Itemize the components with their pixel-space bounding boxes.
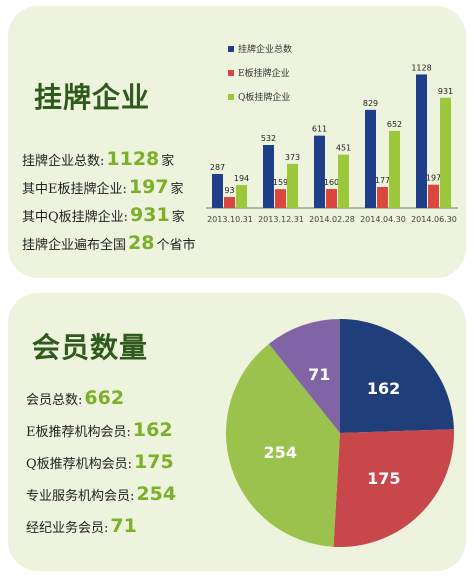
members-heading: 会员数量 — [32, 331, 149, 364]
data-label: 197 — [426, 174, 441, 183]
data-label: 177 — [375, 176, 390, 185]
legend-swatch — [228, 94, 234, 100]
data-label: 160 — [324, 178, 339, 187]
x-tick-label: 2014.06.30 — [411, 215, 457, 224]
bar — [440, 97, 451, 208]
stat-label: E板推荐机构会员: — [26, 425, 131, 440]
slice-label: 71 — [308, 365, 330, 384]
data-label: 829 — [363, 99, 378, 108]
data-label: 931 — [438, 87, 453, 96]
stat-label: 其中Q板挂牌企业: — [22, 210, 129, 225]
data-label: 287 — [210, 163, 225, 172]
stat-value: 931 — [130, 204, 170, 226]
stat-service-members: 专业服务机构会员: 254 — [26, 483, 178, 505]
stat-label: 经纪业务会员: — [26, 521, 109, 536]
bar — [416, 74, 427, 209]
bar — [428, 184, 439, 208]
stat-value: 197 — [128, 176, 169, 198]
data-label: 1128 — [411, 63, 431, 72]
bar — [389, 130, 400, 208]
stat-value: 71 — [110, 515, 137, 537]
members-pie-chart: 162 175 254 71 — [226, 319, 454, 547]
bar — [314, 135, 325, 208]
stat-q-board-listed: 其中Q板挂牌企业: 931 家 — [22, 204, 185, 226]
legend-label: 挂牌企业总数 — [238, 43, 292, 55]
stat-unit: 家 — [171, 210, 185, 225]
data-label: 652 — [387, 120, 402, 129]
data-label: 373 — [285, 153, 300, 162]
stat-value: 162 — [132, 419, 173, 441]
stat-q-board-members: Q板推荐机构会员: 175 — [26, 451, 176, 473]
legend-label: E板挂牌企业 — [238, 67, 290, 79]
stat-e-board-members: E板推荐机构会员: 162 — [26, 419, 175, 441]
stat-value: 28 — [128, 232, 155, 254]
stat-label: 挂牌企业总数: — [22, 154, 105, 169]
bar — [365, 109, 376, 208]
stat-label: 挂牌企业遍布全国 — [22, 238, 127, 253]
bar — [212, 174, 223, 208]
stat-total-listed: 挂牌企业总数: 1128 家 — [22, 148, 174, 170]
x-tick-label: 2014.02.28 — [309, 215, 355, 224]
data-label: 194 — [234, 174, 249, 183]
stat-label: 专业服务机构会员: — [26, 489, 135, 504]
stat-e-board-listed: 其中E板挂牌企业: 197 家 — [22, 176, 184, 198]
bar — [287, 163, 298, 208]
pie-slice — [340, 319, 454, 433]
bar — [275, 189, 286, 208]
members-panel: 会员数量 会员总数: 662 E板推荐机构会员: 162 Q板推荐机构会员: 175 … — [8, 293, 466, 571]
stat-unit: 家 — [170, 182, 184, 197]
pie-slice — [333, 429, 454, 547]
slice-label: 254 — [264, 443, 297, 462]
stat-label: 会员总数: — [26, 393, 83, 408]
data-label: 159 — [273, 178, 288, 187]
bar — [377, 187, 388, 208]
slice-label: 175 — [367, 469, 400, 488]
slice-label: 162 — [367, 379, 400, 398]
stat-value: 1128 — [106, 148, 160, 170]
bar — [338, 154, 349, 208]
stat-label: Q板推荐机构会员: — [26, 457, 133, 472]
pie-slice — [268, 319, 340, 433]
legend-swatch — [228, 46, 234, 52]
data-label: 532 — [261, 134, 276, 143]
stat-broker-members: 经纪业务会员: 71 — [26, 515, 139, 537]
x-tick-label: 2013.12.31 — [258, 215, 304, 224]
data-label: 451 — [336, 144, 351, 153]
bar — [224, 196, 235, 208]
pie-slice — [226, 343, 340, 547]
data-label: 93 — [224, 186, 234, 195]
stat-value: 254 — [136, 483, 177, 505]
data-label: 611 — [312, 125, 327, 134]
stat-value: 175 — [134, 451, 174, 473]
stat-value: 662 — [84, 387, 125, 409]
x-tick-label: 2014.04.30 — [360, 215, 406, 224]
bar — [263, 145, 274, 208]
stat-provinces: 挂牌企业遍布全国 28 个省市 — [22, 232, 195, 254]
x-tick-label: 2013.10.31 — [207, 215, 253, 224]
stat-unit: 个省市 — [156, 238, 196, 253]
stat-label: 其中E板挂牌企业: — [22, 182, 127, 197]
listing-heading: 挂牌企业 — [34, 81, 151, 114]
stat-total-members: 会员总数: 662 — [26, 387, 126, 409]
bar — [326, 189, 337, 208]
bar — [236, 185, 247, 208]
stat-unit: 家 — [161, 154, 175, 169]
legend-swatch — [228, 70, 234, 76]
listing-panel: 挂牌企业 挂牌企业总数: 1128 家 其中E板挂牌企业: 197 家 其中Q板挂牌企业… — [8, 6, 466, 278]
legend-label: Q板挂牌企业 — [238, 91, 290, 103]
